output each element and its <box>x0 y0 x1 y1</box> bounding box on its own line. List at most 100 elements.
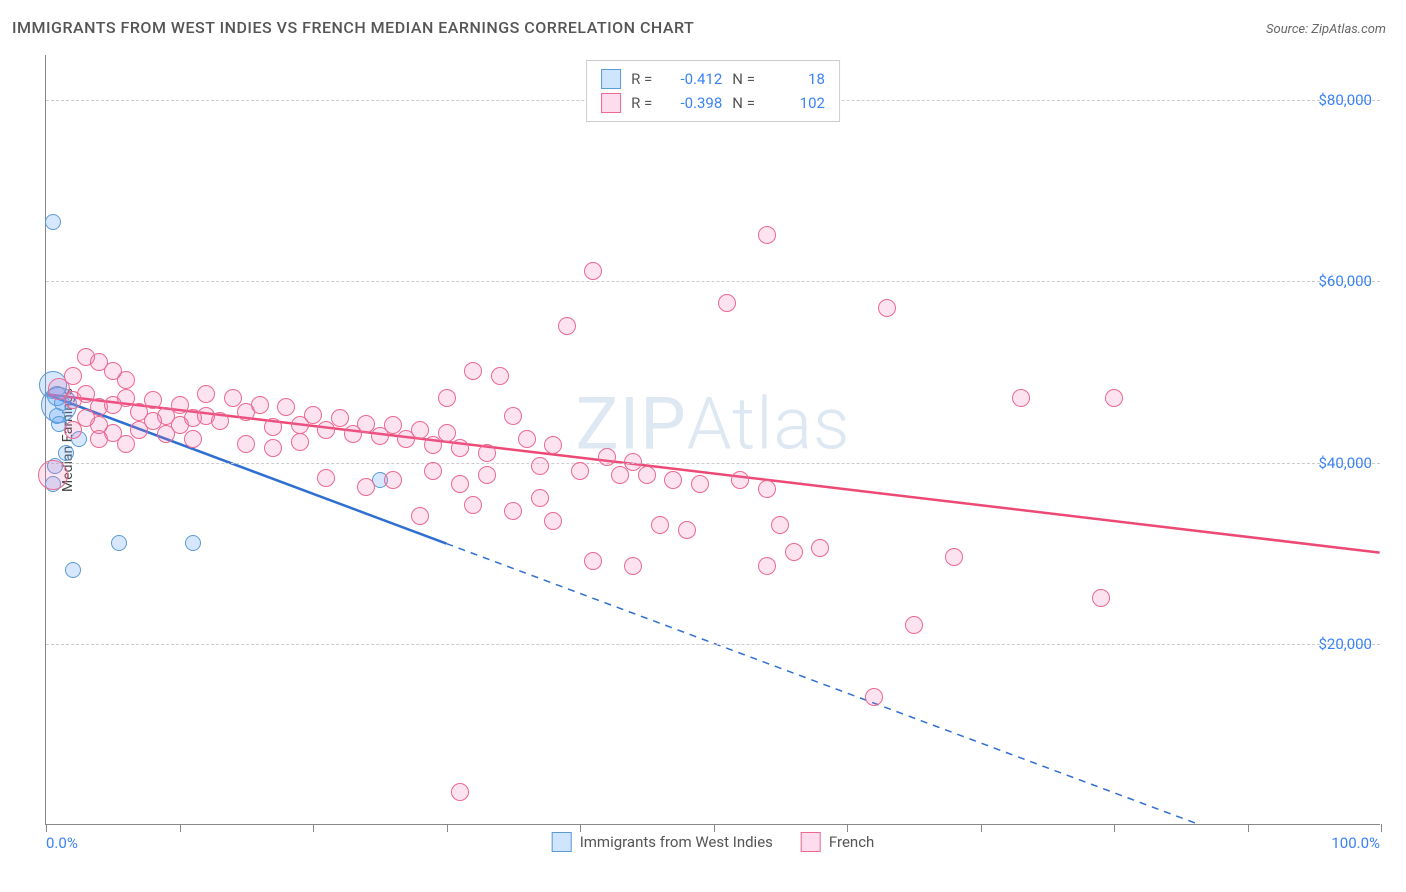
scatter-point <box>584 262 602 280</box>
scatter-point <box>731 471 749 489</box>
n-label: N = <box>732 94 755 112</box>
y-tick-label: $20,000 <box>1318 635 1372 653</box>
scatter-point <box>611 466 629 484</box>
x-tick <box>1248 824 1249 832</box>
scatter-point <box>811 539 829 557</box>
scatter-point <box>478 444 496 462</box>
stats-row-french: R = -0.398 N = 102 <box>601 91 825 115</box>
scatter-point <box>544 512 562 530</box>
scatter-point <box>878 299 896 317</box>
y-tick-label: $80,000 <box>1318 91 1372 109</box>
r-label: R = <box>631 70 652 88</box>
legend-label: French <box>829 833 874 851</box>
x-tick <box>447 824 448 832</box>
r-value-blue: -0.412 <box>662 70 722 88</box>
x-tick <box>180 824 181 832</box>
scatter-point <box>58 445 74 461</box>
swatch-blue-icon <box>601 69 621 89</box>
scatter-point <box>117 435 135 453</box>
x-tick <box>1114 824 1115 832</box>
scatter-point <box>464 362 482 380</box>
scatter-point <box>357 478 375 496</box>
scatter-point <box>184 430 202 448</box>
scatter-point <box>785 543 803 561</box>
scatter-point <box>197 407 215 425</box>
gridline <box>46 644 1380 645</box>
scatter-point <box>317 469 335 487</box>
scatter-point <box>664 471 682 489</box>
series-legend: Immigrants from West Indies French <box>552 832 875 852</box>
scatter-point <box>237 435 255 453</box>
x-tick <box>714 824 715 832</box>
scatter-point <box>638 466 656 484</box>
y-tick-label: $60,000 <box>1318 272 1372 290</box>
scatter-point <box>277 398 295 416</box>
x-tick <box>46 824 47 832</box>
chart-plot-area: Median Earnings R = -0.412 N = 18 R = -0… <box>45 55 1380 825</box>
scatter-point <box>424 462 442 480</box>
scatter-point <box>111 535 127 551</box>
scatter-point <box>117 371 135 389</box>
x-tick <box>580 824 581 832</box>
n-label: N = <box>732 70 755 88</box>
scatter-point <box>264 439 282 457</box>
scatter-point <box>291 433 309 451</box>
swatch-blue-icon <box>552 832 572 852</box>
scatter-point <box>45 214 61 230</box>
scatter-point <box>65 562 81 578</box>
x-axis-label-max: 100.0% <box>1331 834 1380 852</box>
scatter-point <box>411 507 429 525</box>
r-label: R = <box>631 94 652 112</box>
scatter-point <box>504 407 522 425</box>
scatter-point <box>624 557 642 575</box>
swatch-pink-icon <box>801 832 821 852</box>
x-tick <box>313 824 314 832</box>
scatter-point <box>718 294 736 312</box>
r-value-pink: -0.398 <box>662 94 722 112</box>
scatter-point <box>411 421 429 439</box>
scatter-point <box>651 516 669 534</box>
gridline <box>46 281 1380 282</box>
legend-item-french: French <box>801 832 874 852</box>
scatter-point <box>544 436 562 454</box>
x-tick <box>981 824 982 832</box>
scatter-point <box>1012 389 1030 407</box>
legend-item-west-indies: Immigrants from West Indies <box>552 832 773 852</box>
scatter-point <box>571 462 589 480</box>
scatter-point <box>464 496 482 514</box>
y-tick-label: $40,000 <box>1318 454 1372 472</box>
scatter-point <box>251 396 269 414</box>
watermark: ZIPAtlas <box>576 382 851 467</box>
scatter-point <box>758 557 776 575</box>
scatter-point <box>1105 389 1123 407</box>
scatter-point <box>598 448 616 466</box>
scatter-point <box>584 552 602 570</box>
scatter-point <box>90 430 108 448</box>
scatter-point <box>945 548 963 566</box>
scatter-point <box>384 471 402 489</box>
scatter-point <box>478 466 496 484</box>
scatter-point <box>905 616 923 634</box>
legend-label: Immigrants from West Indies <box>580 833 773 851</box>
scatter-point <box>531 489 549 507</box>
x-axis-label-min: 0.0% <box>46 834 78 852</box>
scatter-point <box>331 409 349 427</box>
scatter-point <box>451 475 469 493</box>
scatter-point <box>531 457 549 475</box>
n-value-pink: 102 <box>765 94 825 112</box>
scatter-point <box>451 783 469 801</box>
scatter-point <box>185 535 201 551</box>
scatter-point <box>558 317 576 335</box>
scatter-point <box>771 516 789 534</box>
scatter-point <box>758 226 776 244</box>
swatch-pink-icon <box>601 93 621 113</box>
scatter-point <box>678 521 696 539</box>
scatter-point <box>438 424 456 442</box>
scatter-point <box>64 421 82 439</box>
chart-title: IMMIGRANTS FROM WEST INDIES VS FRENCH ME… <box>12 18 694 37</box>
scatter-point <box>865 688 883 706</box>
source-label: Source: ZipAtlas.com <box>1266 22 1386 37</box>
stats-row-west-indies: R = -0.412 N = 18 <box>601 67 825 91</box>
x-tick <box>1381 824 1382 832</box>
scatter-point <box>491 367 509 385</box>
